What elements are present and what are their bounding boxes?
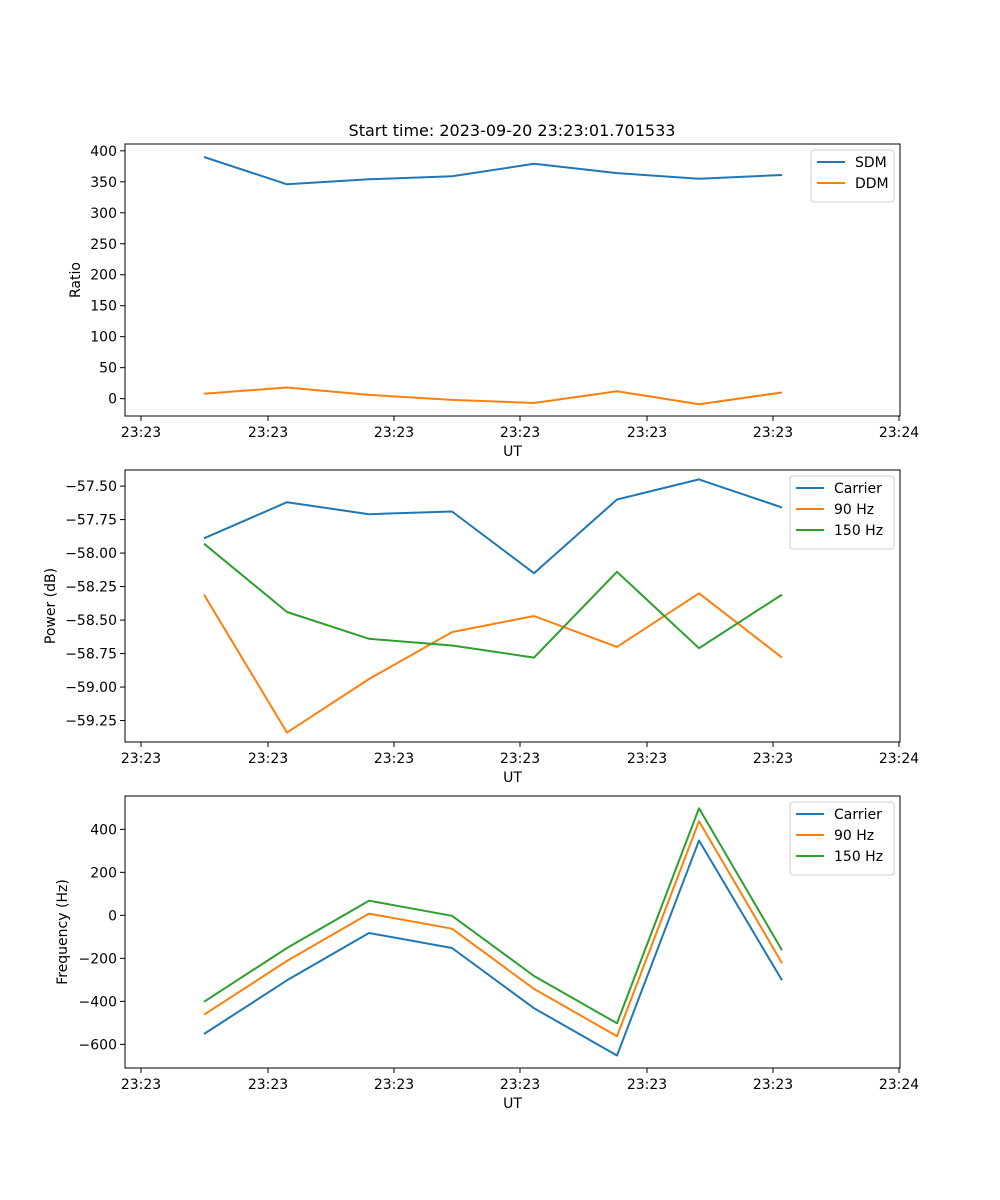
x-tick-label: 23:24 [879, 425, 919, 441]
x-axis-label: UT [503, 1096, 522, 1112]
x-tick-label: 23:23 [121, 425, 161, 441]
y-axis-label: Ratio [68, 262, 84, 298]
series-line-carrier [203, 478, 783, 575]
y-tick-label: 400 [90, 822, 117, 838]
x-tick-label: 23:23 [121, 1077, 161, 1093]
series-line-150-hz [203, 807, 783, 1025]
y-tick-label: −58.75 [65, 647, 117, 663]
legend-label: 150 Hz [834, 849, 883, 865]
y-tick-label: 50 [99, 361, 117, 377]
legend-label: 90 Hz [834, 502, 874, 518]
x-tick-label: 23:23 [627, 425, 667, 441]
x-tick-label: 23:23 [500, 1077, 540, 1093]
series-line-90-hz [203, 592, 783, 734]
y-tick-label: −58.50 [65, 613, 117, 629]
y-tick-label: −57.75 [65, 513, 117, 529]
y-tick-label: 350 [90, 175, 117, 191]
subplot-1: 23:23 23:23 23:23 23:23 23:23 23:23 23:24 UT 0 50… [68, 143, 919, 460]
legend: Carrier 90 Hz 150 Hz [789, 475, 895, 550]
x-tick-label: 23:24 [879, 1077, 919, 1093]
y-tick-label: −58.25 [65, 580, 117, 596]
legend-label: Carrier [834, 481, 882, 497]
series-line-90-hz [203, 820, 783, 1038]
x-tick-label: 23:23 [627, 751, 667, 767]
x-tick-label: 23:23 [248, 425, 288, 441]
y-tick-label: 200 [90, 865, 117, 881]
x-tick-label: 23:23 [753, 425, 793, 441]
y-tick-label: −600 [79, 1037, 117, 1053]
legend-label: SDM [855, 155, 887, 171]
y-tick-label: 400 [90, 144, 117, 160]
x-tick-label: 23:24 [879, 751, 919, 767]
x-tick-label: 23:23 [374, 751, 414, 767]
y-tick-label: 0 [108, 392, 117, 408]
legend: SDM DDM [810, 149, 895, 203]
y-tick-label: −200 [79, 951, 117, 967]
x-tick-label: 23:23 [627, 1077, 667, 1093]
y-tick-label: −400 [79, 994, 117, 1010]
y-tick-label: 150 [90, 299, 117, 315]
series-line-150-hz [203, 542, 783, 659]
y-tick-label: −58.00 [65, 546, 117, 562]
legend-label: DDM [855, 176, 889, 192]
x-tick-label: 23:23 [121, 751, 161, 767]
x-tick-label: 23:23 [248, 751, 288, 767]
subplot-3: 23:23 23:23 23:23 23:23 23:23 23:23 23:24 UT −60… [55, 795, 919, 1112]
axes-frame [124, 143, 901, 417]
series-line-carrier [203, 839, 783, 1057]
series-line-ddm [203, 386, 783, 406]
series-line-sdm [203, 156, 783, 186]
y-axis-label: Power (dB) [43, 568, 59, 644]
y-tick-label: 100 [90, 330, 117, 346]
x-tick-label: 23:23 [500, 751, 540, 767]
x-tick-label: 23:23 [500, 425, 540, 441]
legend: Carrier 90 Hz 150 Hz [789, 801, 895, 876]
x-tick-label: 23:23 [753, 1077, 793, 1093]
y-tick-label: 200 [90, 268, 117, 284]
x-axis-label: UT [503, 770, 522, 786]
y-tick-label: −59.25 [65, 714, 117, 730]
x-axis-label: UT [503, 444, 522, 460]
x-tick-label: 23:23 [753, 751, 793, 767]
axes-frame [124, 469, 901, 743]
y-tick-label: −57.50 [65, 479, 117, 495]
y-axis-label: Frequency (Hz) [55, 879, 71, 985]
legend-label: Carrier [834, 807, 882, 823]
y-tick-label: 250 [90, 237, 117, 253]
y-tick-label: 0 [108, 908, 117, 924]
x-tick-label: 23:23 [248, 1077, 288, 1093]
x-tick-label: 23:23 [374, 1077, 414, 1093]
x-tick-label: 23:23 [374, 425, 414, 441]
y-tick-label: −59.00 [65, 680, 117, 696]
legend-label: 150 Hz [834, 523, 883, 539]
chart-title: Start time: 2023-09-20 23:23:01.701533 [349, 121, 676, 140]
legend-label: 90 Hz [834, 828, 874, 844]
subplot-2: 23:23 23:23 23:23 23:23 23:23 23:23 23:24 UT −59… [43, 469, 919, 786]
axes-frame [124, 795, 901, 1069]
y-tick-label: 300 [90, 206, 117, 222]
